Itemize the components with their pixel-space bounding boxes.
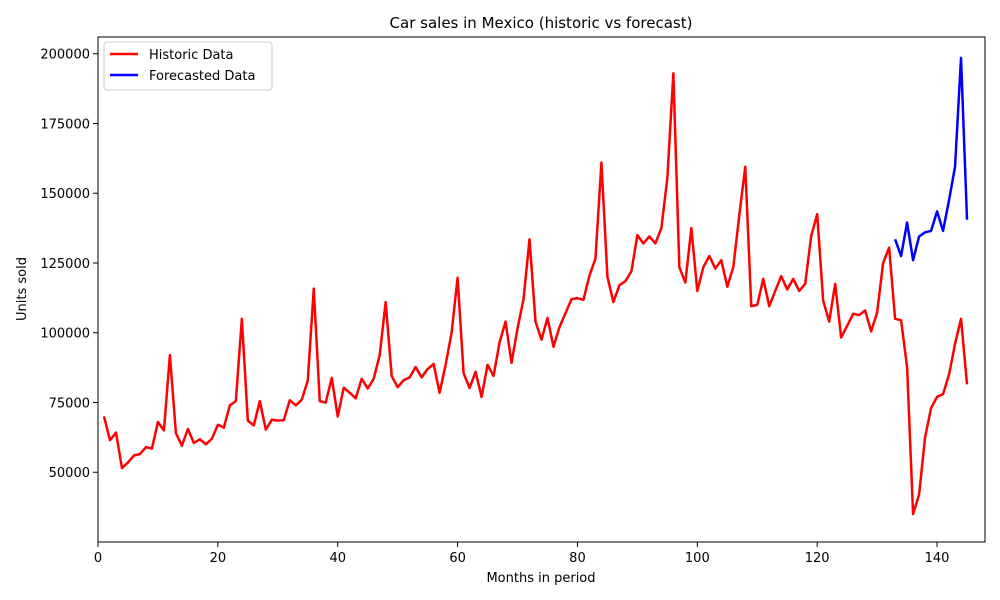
x-tick-label: 120 <box>805 551 830 566</box>
x-axis-label: Months in period <box>486 571 595 586</box>
historic-data-line <box>102 72 969 516</box>
x-tick-label: 0 <box>94 551 102 566</box>
plot-area <box>98 37 985 542</box>
y-tick-label: 200000 <box>40 48 90 63</box>
legend-label-historic: Historic Data <box>149 48 234 63</box>
y-tick-label: 75000 <box>49 396 90 411</box>
y-tick-label: 150000 <box>40 187 90 202</box>
y-tick-label: 50000 <box>49 466 90 481</box>
legend-box <box>103 41 273 91</box>
forecasted-data-line <box>893 56 969 262</box>
x-tick-label: 100 <box>685 551 710 566</box>
plot-frame <box>97 36 986 543</box>
legend: Historic Data Forecasted Data <box>103 41 273 91</box>
y-tick-label: 125000 <box>40 257 90 272</box>
y-axis: 50000 75000 100000 125000 150000 175000 200000 <box>40 48 98 481</box>
legend-label-forecast: Forecasted Data <box>149 69 255 84</box>
series-layer <box>102 56 969 516</box>
y-tick-label: 175000 <box>40 117 90 132</box>
x-tick-label: 80 <box>569 551 586 566</box>
chart-title: Car sales in Mexico (historic vs forecas… <box>390 14 693 32</box>
x-axis: 0 20 40 60 80 100 120 140 <box>94 542 950 566</box>
x-tick-label: 20 <box>210 551 227 566</box>
y-tick-label: 100000 <box>40 327 90 342</box>
x-tick-label: 40 <box>329 551 346 566</box>
x-tick-label: 140 <box>925 551 950 566</box>
x-tick-label: 60 <box>449 551 466 566</box>
y-axis-label: Units sold <box>15 257 30 321</box>
